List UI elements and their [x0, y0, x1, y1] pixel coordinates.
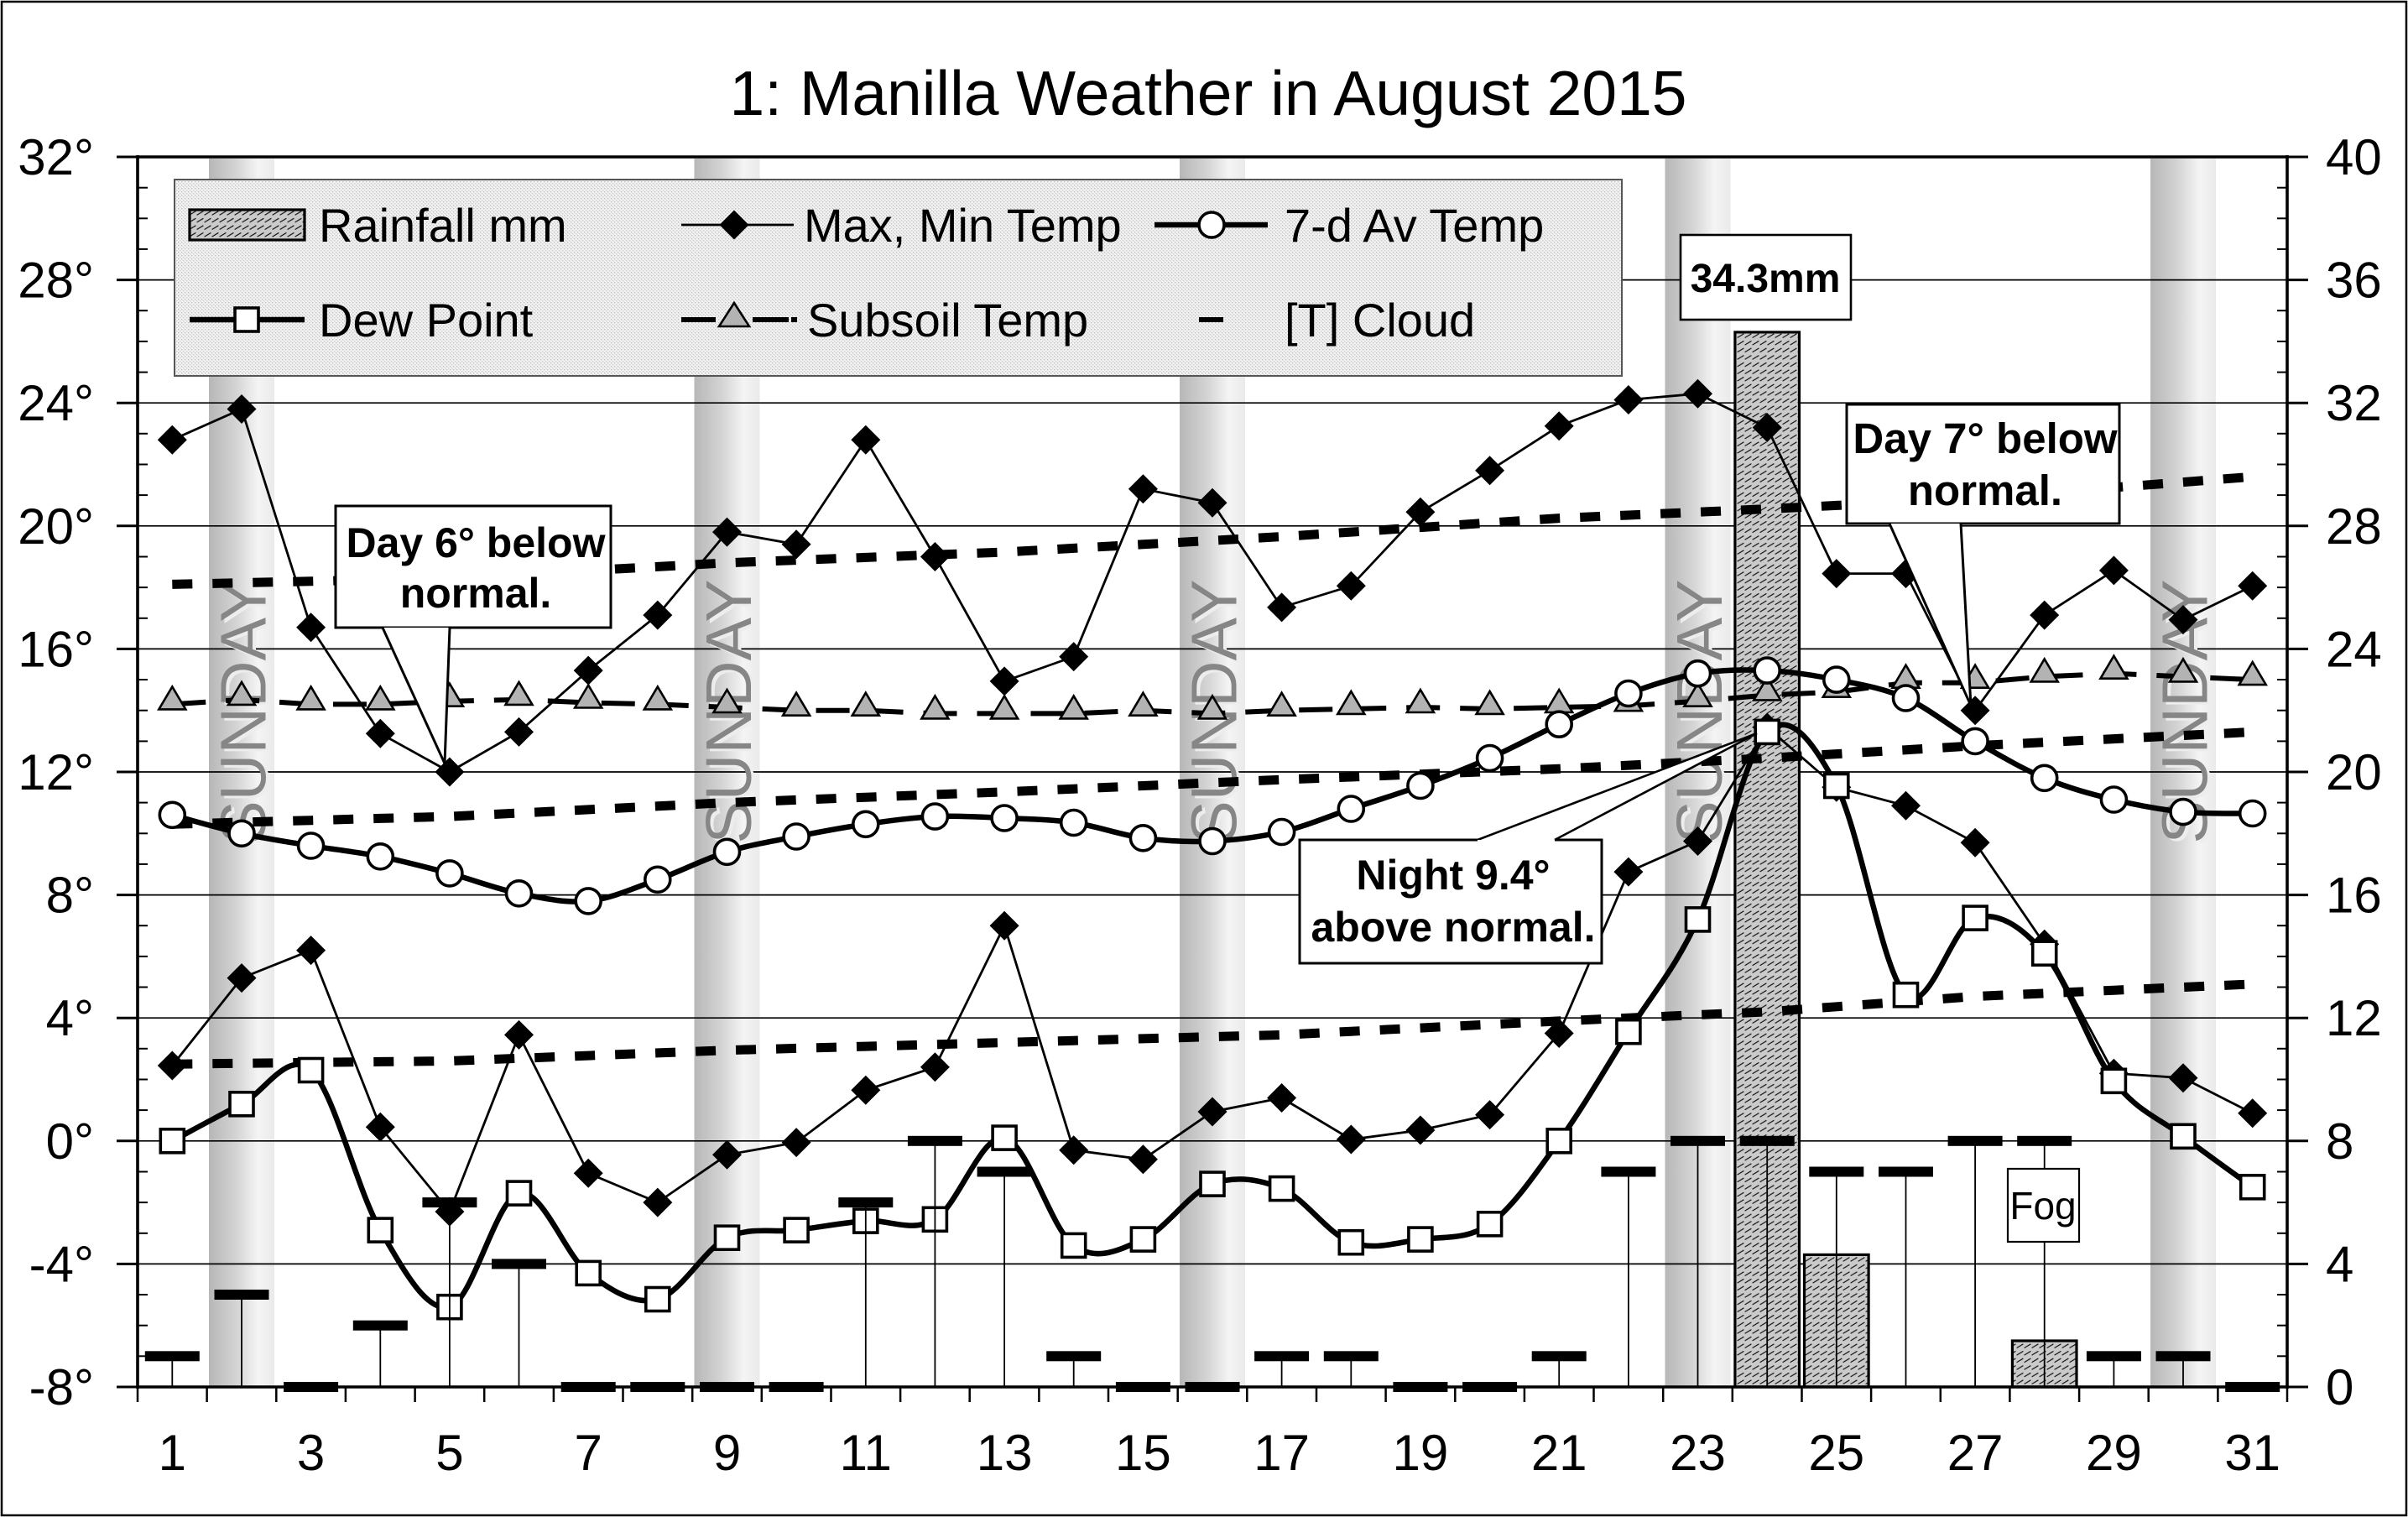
svg-text:20: 20: [2326, 744, 2382, 800]
svg-text:17: 17: [1254, 1425, 1310, 1481]
svg-text:SUNDAY: SUNDAY: [1664, 579, 1736, 843]
svg-text:28: 28: [2326, 498, 2382, 555]
svg-text:20°: 20°: [18, 498, 94, 555]
svg-text:Subsoil Temp: Subsoil Temp: [807, 294, 1088, 347]
svg-text:Day 7° below: Day 7° below: [1853, 414, 2117, 462]
svg-text:9: 9: [713, 1425, 741, 1481]
svg-text:7: 7: [575, 1425, 602, 1481]
svg-text:21: 21: [1531, 1425, 1587, 1481]
svg-text:16°: 16°: [18, 621, 94, 677]
svg-text:0: 0: [2326, 1359, 2353, 1415]
svg-text:24: 24: [2326, 621, 2382, 677]
svg-text:5: 5: [435, 1425, 463, 1481]
svg-text:25: 25: [1808, 1425, 1864, 1481]
svg-text:40: 40: [2326, 129, 2382, 185]
svg-text:31: 31: [2224, 1425, 2280, 1481]
svg-text:Dew Point: Dew Point: [319, 294, 534, 347]
svg-text:32: 32: [2326, 375, 2382, 431]
svg-text:36: 36: [2326, 253, 2382, 309]
svg-text:8°: 8°: [46, 868, 94, 924]
svg-text:11: 11: [840, 1425, 892, 1481]
svg-text:28°: 28°: [18, 253, 94, 309]
svg-text:Day 6° below: Day 6° below: [347, 519, 606, 566]
svg-text:8: 8: [2326, 1113, 2353, 1170]
svg-text:32°: 32°: [18, 129, 94, 185]
svg-text:1: 1: [159, 1425, 186, 1481]
svg-text:normal.: normal.: [400, 570, 552, 617]
svg-text:12°: 12°: [18, 744, 94, 800]
svg-text:7-d Av Temp: 7-d Av Temp: [1285, 199, 1544, 252]
svg-text:-4°: -4°: [29, 1236, 94, 1292]
svg-text:23: 23: [1670, 1425, 1726, 1481]
svg-text:4°: 4°: [46, 990, 94, 1046]
svg-text:-8°: -8°: [29, 1359, 94, 1415]
svg-text:Fog: Fog: [2009, 1184, 2076, 1228]
svg-text:16: 16: [2326, 868, 2382, 924]
svg-text:12: 12: [2326, 990, 2382, 1046]
svg-text:13: 13: [977, 1425, 1033, 1481]
svg-text:24°: 24°: [18, 375, 94, 431]
svg-text:0°: 0°: [46, 1113, 94, 1170]
svg-text:34.3mm: 34.3mm: [1691, 257, 1841, 301]
svg-text:4: 4: [2326, 1236, 2353, 1292]
svg-text:29: 29: [2086, 1425, 2142, 1481]
svg-text:SUNDAY: SUNDAY: [1667, 581, 1739, 846]
svg-text:[T] Cloud: [T] Cloud: [1285, 294, 1475, 347]
svg-text:1: Manilla Weather in August 2: 1: Manilla Weather in August 2015: [729, 58, 1686, 128]
svg-text:above normal.: above normal.: [1311, 904, 1596, 951]
svg-text:SUNDAY: SUNDAY: [211, 581, 283, 846]
svg-text:SUNDAY: SUNDAY: [207, 579, 279, 843]
svg-text:3: 3: [297, 1425, 325, 1481]
svg-text:Night 9.4°: Night 9.4°: [1356, 852, 1550, 899]
svg-text:Rainfall mm: Rainfall mm: [319, 199, 567, 252]
svg-text:27: 27: [1947, 1425, 2004, 1481]
svg-text:19: 19: [1393, 1425, 1449, 1481]
svg-text:15: 15: [1115, 1425, 1171, 1481]
svg-text:normal.: normal.: [1908, 467, 2062, 514]
svg-text:Max, Min Temp: Max, Min Temp: [804, 199, 1122, 252]
